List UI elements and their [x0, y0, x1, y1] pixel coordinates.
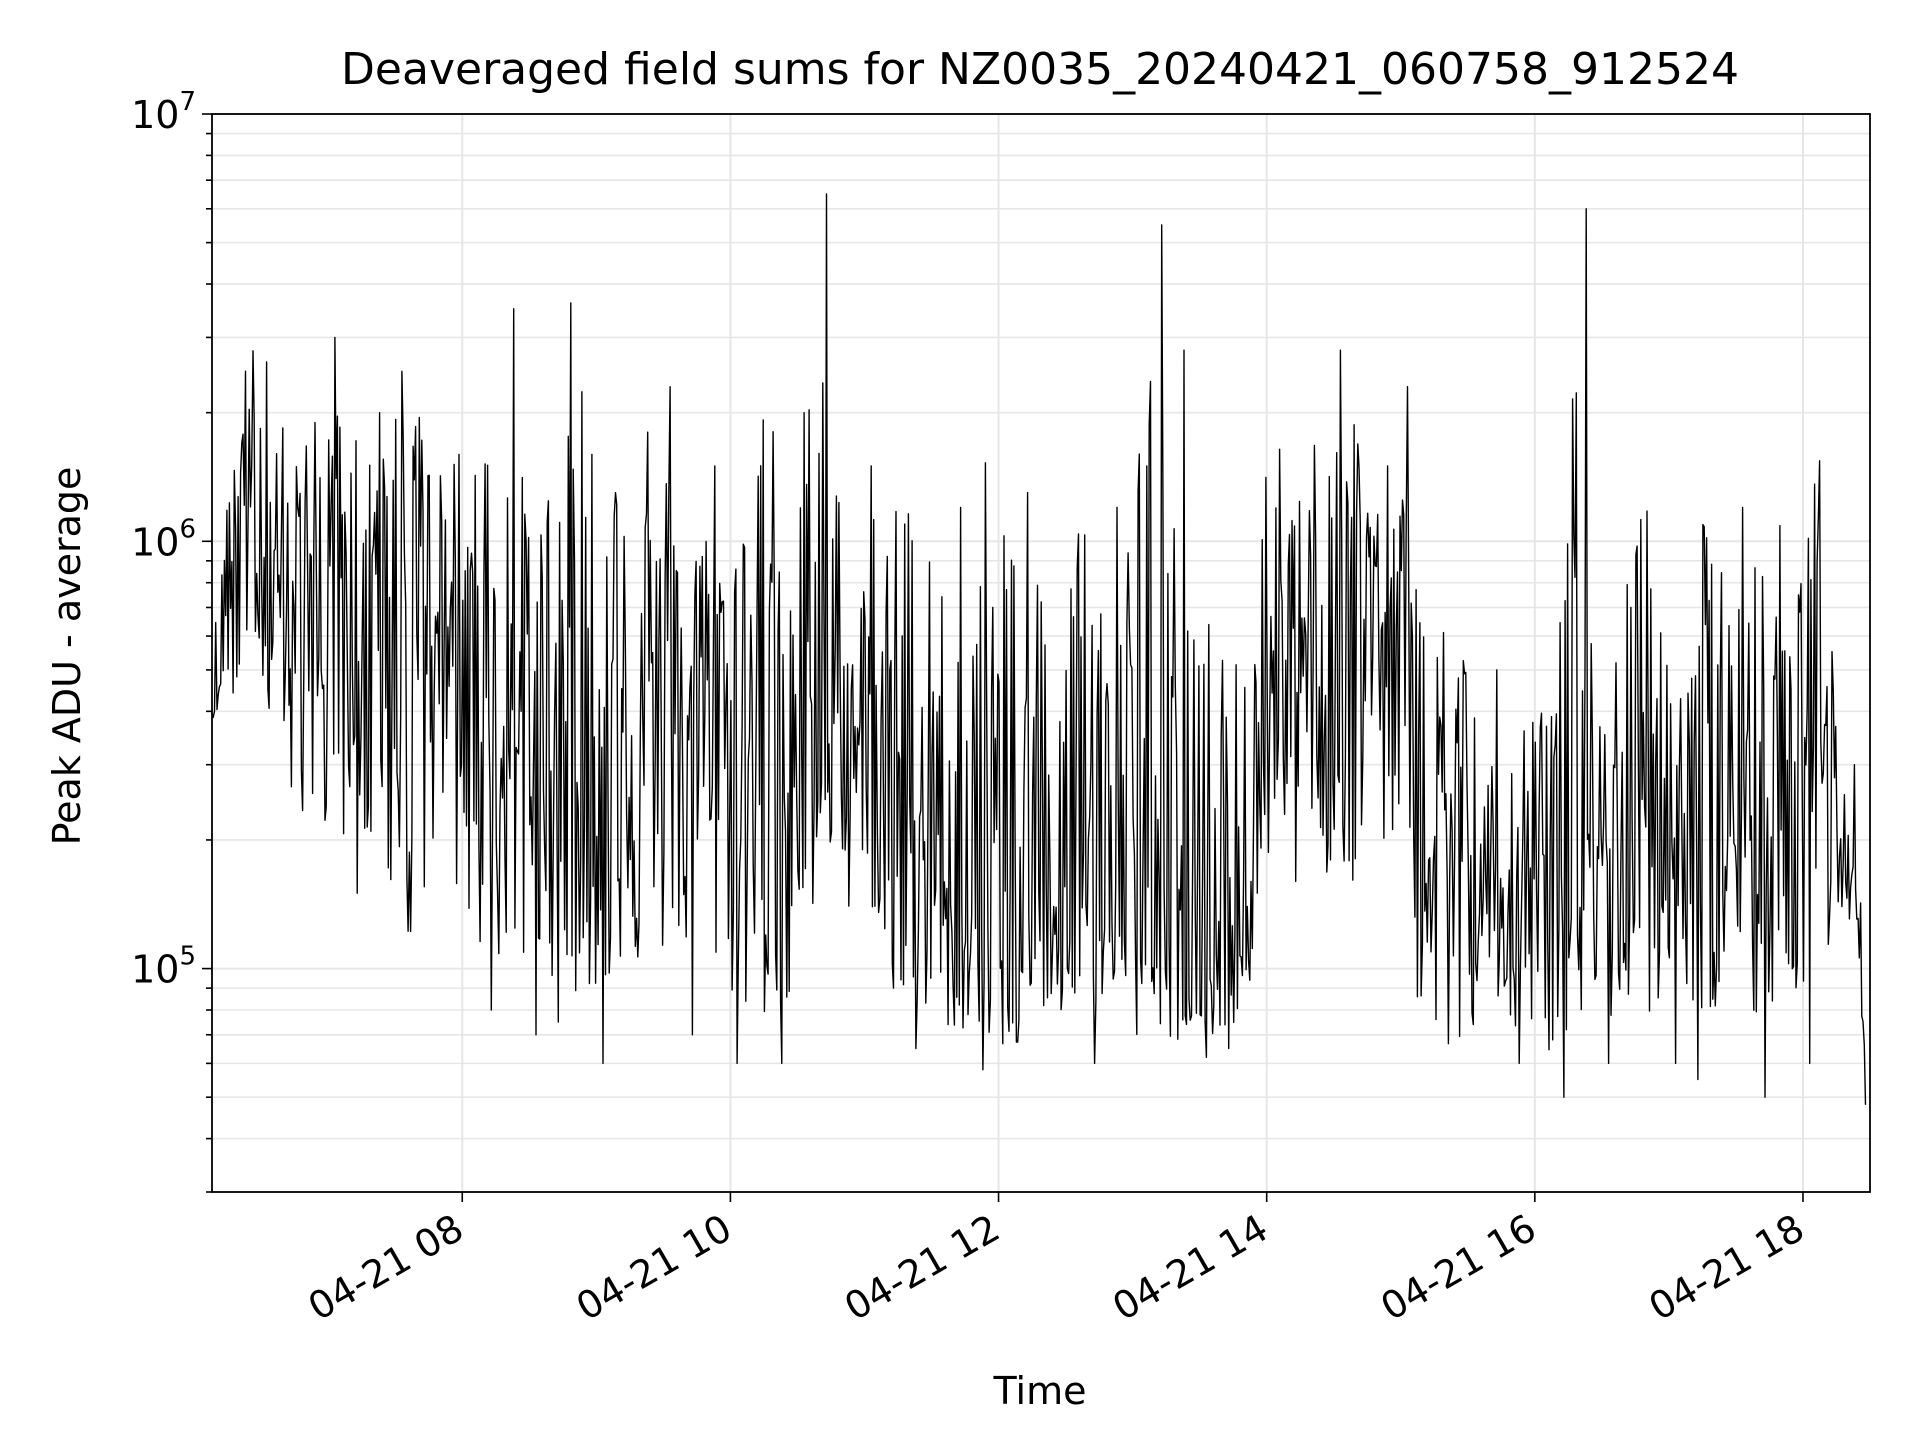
- y-tick-label-exponent: 7: [179, 87, 196, 117]
- y-axis-label: Peak ADU - average: [45, 467, 89, 846]
- y-tick-label-exponent: 5: [179, 942, 196, 972]
- y-tick-label-exponent: 6: [179, 514, 196, 544]
- series-line: [211, 193, 1867, 1105]
- y-tick-label-base: 10: [131, 93, 179, 137]
- chart-title: Deaveraged field sums for NZ0035_2024042…: [341, 44, 1739, 95]
- series-layer: [211, 193, 1867, 1105]
- y-tick-label-base: 10: [131, 948, 179, 992]
- y-tick-label: 107: [131, 87, 196, 137]
- y-tick-label-base: 10: [131, 520, 179, 564]
- y-tick-label: 106: [131, 514, 196, 564]
- y-tick-label: 105: [131, 942, 196, 992]
- x-axis-label: Time: [993, 1369, 1087, 1413]
- plot-frame: [211, 113, 1871, 1193]
